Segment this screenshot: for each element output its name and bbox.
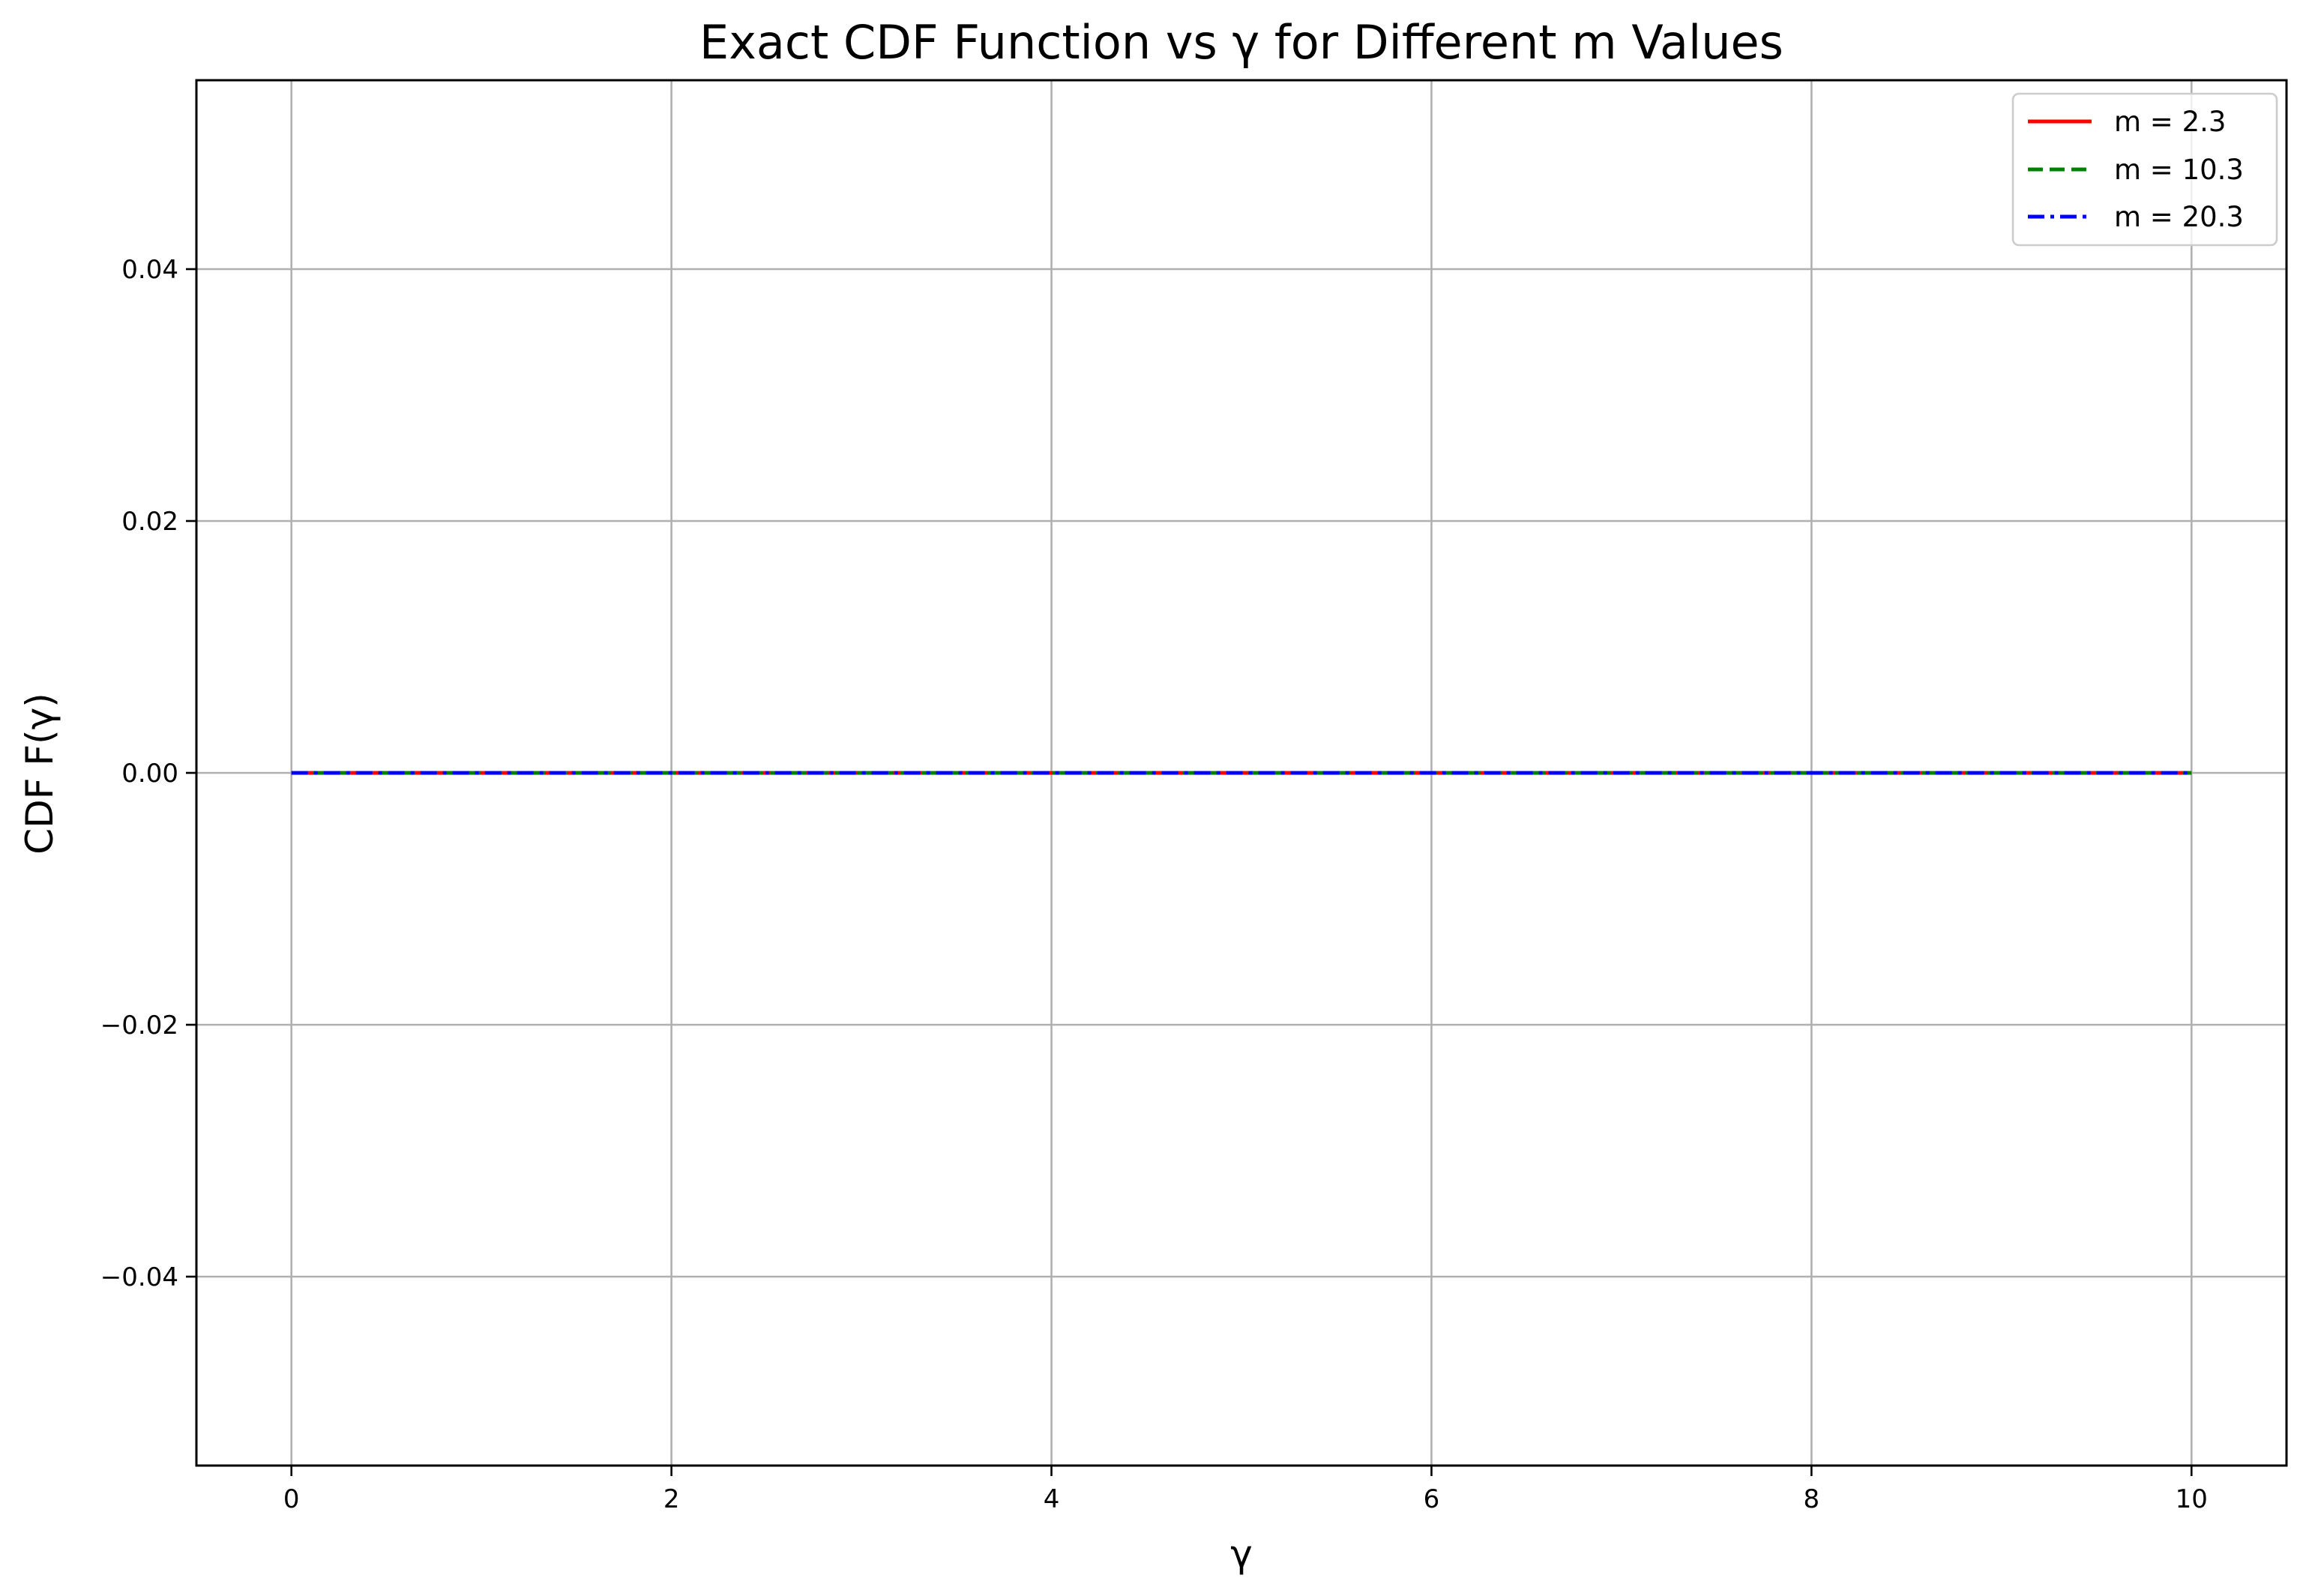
legend-label-m-20-3: m = 20.3 [2114,201,2244,233]
x-tick-label: 2 [663,1484,680,1514]
y-axis-label: CDF F(γ) [18,693,61,854]
legend-label-m-2-3: m = 2.3 [2114,106,2226,138]
chart-title: Exact CDF Function vs γ for Different m … [699,15,1783,70]
axis-ticks: 0 2 4 6 8 10 −0.04 −0.02 0.00 0.02 0.04 [100,255,2208,1514]
y-tick-label: 0.00 [121,759,178,789]
legend-label-m-10-3: m = 10.3 [2114,154,2244,186]
x-tick-label: 6 [1424,1484,1440,1514]
x-tick-label: 10 [2176,1484,2208,1514]
y-tick-label: −0.04 [100,1262,178,1292]
x-tick-label: 8 [1804,1484,1820,1514]
y-tick-label: −0.02 [100,1011,178,1041]
legend: m = 2.3 m = 10.3 m = 20.3 [2011,92,2278,247]
legend-box [2011,92,2278,247]
x-tick-label: 4 [1044,1484,1060,1514]
y-tick-label: 0.04 [121,255,178,285]
y-tick-label: 0.02 [121,507,178,537]
x-axis-label: γ [1230,1532,1253,1576]
x-tick-label: 0 [283,1484,300,1514]
